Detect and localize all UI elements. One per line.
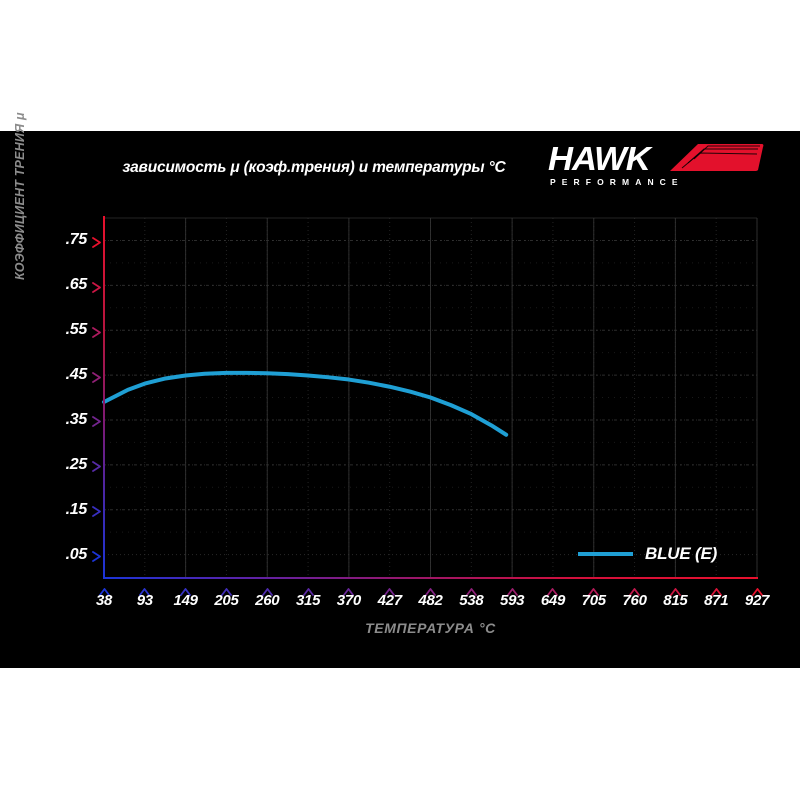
y-axis-tick-label: .75 (65, 231, 88, 249)
x-axis-tick-label: 38 (95, 592, 113, 609)
x-axis-tick-label: 427 (377, 592, 402, 609)
y-axis-tick-label: .05 (65, 545, 88, 563)
y-axis-tick: .35 (66, 411, 102, 429)
y-axis-title: КОЭФФИЦИЕНТ ТРЕНИЯ μ (13, 112, 27, 280)
x-axis-tick-label: 593 (500, 592, 525, 609)
y-axis-line (103, 216, 105, 579)
x-axis-tick-label: 927 (744, 592, 770, 609)
x-axis-tick: 705 (564, 583, 624, 610)
x-axis-tick-label: 370 (336, 592, 361, 609)
y-axis-tick-label: .45 (65, 366, 88, 384)
x-axis-line (104, 577, 758, 579)
x-axis-tick: 315 (278, 583, 338, 610)
legend-swatch-blue-e (578, 552, 633, 556)
x-axis-tick: 149 (156, 583, 216, 610)
x-axis-tick: 205 (196, 583, 256, 610)
chevron-right-icon (91, 370, 102, 383)
x-axis-tick: 871 (686, 583, 746, 610)
x-axis-tick-label: 760 (622, 592, 647, 609)
chevron-up-icon (384, 583, 396, 596)
chevron-up-icon (139, 583, 151, 596)
x-axis-tick: 93 (115, 583, 175, 610)
chevron-up-icon (588, 583, 600, 596)
x-axis-tick: 649 (523, 583, 583, 610)
hawk-swoosh-icon (670, 144, 764, 171)
chevron-up-icon (465, 583, 477, 596)
x-axis-tick-label: 871 (704, 592, 729, 609)
x-axis-tick-label: 260 (255, 592, 280, 609)
y-axis-tick: .05 (66, 546, 102, 564)
x-axis-tick: 760 (605, 583, 665, 610)
x-axis-tick-label: 205 (214, 592, 239, 609)
x-axis-tick-label: 815 (663, 592, 688, 609)
x-axis-tick-label: 705 (581, 592, 606, 609)
chevron-up-icon (547, 583, 559, 596)
chevron-up-icon (669, 583, 681, 596)
x-axis-tick: 38 (74, 583, 134, 610)
chevron-up-icon (98, 583, 110, 596)
x-axis-title: ТЕМПЕРАТУРА °C (365, 620, 496, 636)
x-axis-tick: 815 (645, 583, 705, 610)
x-axis-tick: 927 (727, 583, 787, 610)
x-axis-tick: 482 (401, 583, 461, 610)
x-axis-tick: 370 (319, 583, 379, 610)
chart-title: зависимость μ (коэф.трения) и температур… (122, 159, 506, 176)
y-axis-tick: .45 (66, 366, 102, 384)
y-axis-tick: .55 (66, 321, 102, 339)
y-axis-tick-label: .55 (65, 321, 88, 339)
chevron-up-icon (302, 583, 314, 596)
chart-grid (103, 217, 758, 577)
y-axis-tick: .65 (66, 276, 102, 294)
chevron-right-icon (91, 280, 102, 293)
chevron-up-icon (506, 583, 518, 596)
x-axis-tick-label: 149 (173, 592, 198, 609)
chevron-up-icon (425, 583, 436, 596)
y-axis-tick: .75 (66, 231, 102, 249)
chart-legend: BLUE (E) (578, 541, 717, 567)
x-axis-tick-label: 538 (459, 592, 484, 609)
chevron-up-icon (343, 583, 355, 596)
chevron-right-icon (91, 325, 102, 338)
x-axis-tick-label: 93 (136, 592, 153, 609)
y-axis-tick-label: .25 (65, 455, 88, 473)
x-axis-tick: 593 (482, 583, 542, 610)
x-axis-tick-label: 649 (540, 592, 565, 609)
hawk-performance-logo: HAWK PERFORMANCE (548, 140, 764, 192)
y-axis-tick: .25 (66, 456, 102, 474)
chevron-up-icon (629, 583, 640, 596)
chevron-up-icon (221, 583, 232, 596)
hawk-wordmark: HAWK (548, 140, 651, 177)
hawk-tagline: PERFORMANCE (550, 177, 684, 187)
chevron-right-icon (91, 549, 102, 562)
chevron-right-icon (91, 414, 102, 428)
y-axis-tick: .15 (66, 501, 102, 519)
x-axis-tick: 260 (237, 583, 297, 610)
x-axis-tick-label: 315 (295, 592, 321, 609)
chevron-up-icon (180, 583, 192, 596)
x-axis-tick: 538 (441, 583, 501, 610)
chevron-up-icon (710, 583, 722, 596)
y-axis-tick-label: .65 (65, 276, 88, 294)
y-axis-tick-label: .35 (65, 410, 88, 428)
x-axis-tick: 427 (360, 583, 420, 610)
chevron-up-icon (751, 583, 763, 596)
x-axis-tick-label: 482 (418, 592, 443, 609)
legend-label-blue-e: BLUE (E) (645, 544, 718, 563)
chevron-right-icon (91, 504, 102, 518)
chevron-up-icon (261, 583, 273, 596)
series-curve-blue-e (102, 370, 509, 437)
y-axis-tick-label: .15 (65, 500, 88, 518)
chevron-right-icon (91, 459, 102, 473)
chevron-right-icon (91, 235, 102, 248)
